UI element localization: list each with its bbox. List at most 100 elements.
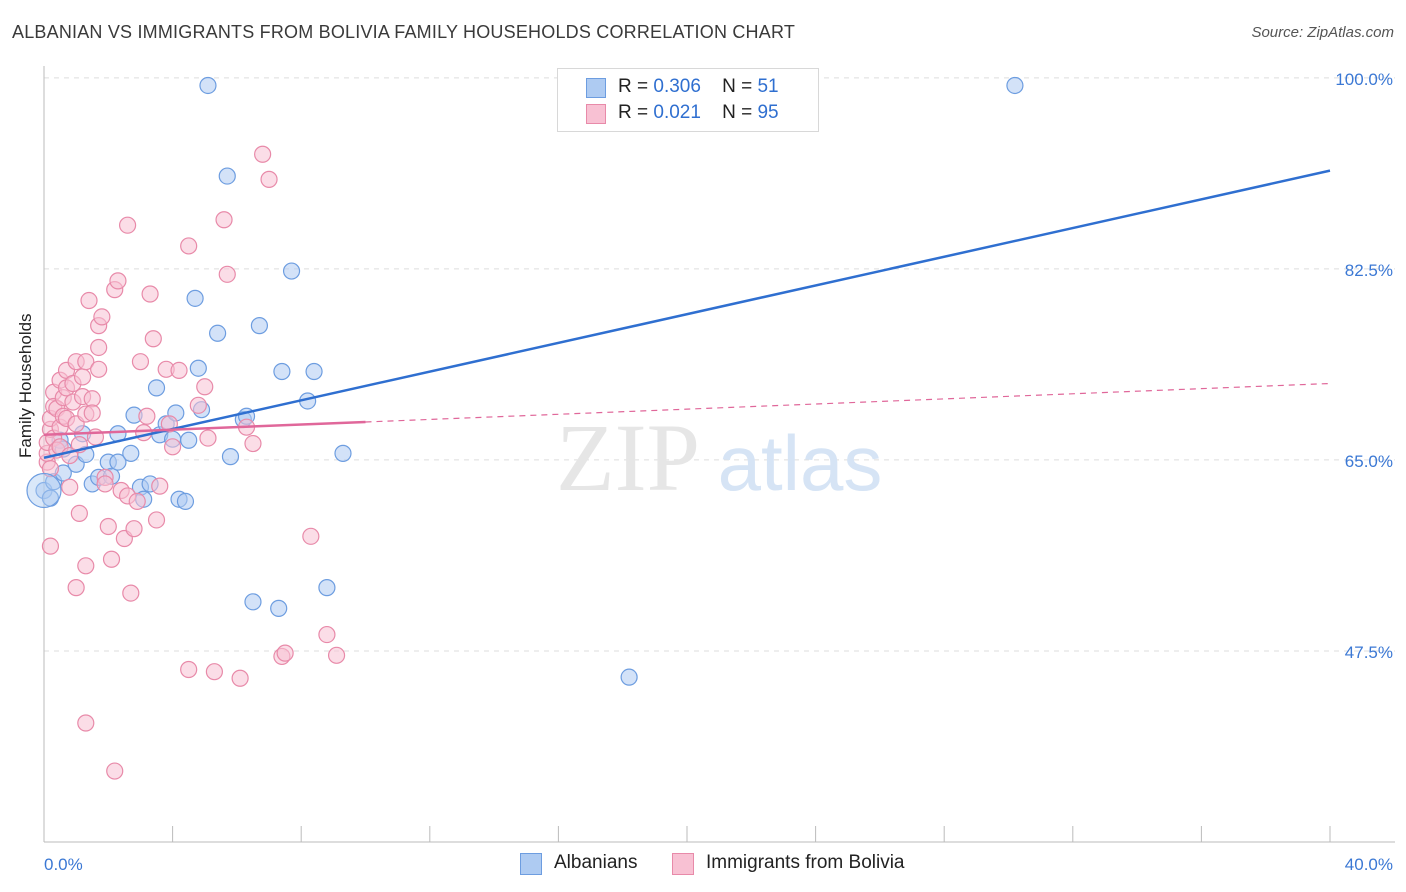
watermark-atlas: atlas [718,419,883,507]
series-legend: Albanians Immigrants from Bolivia [0,852,1406,876]
y-tick-label: 82.5% [1345,261,1393,280]
bolivia-point [231,669,249,687]
bolivia-point [106,762,124,780]
bolivia-point [302,527,320,545]
bolivia-point [260,170,278,188]
bolivia-point [180,660,198,679]
bolivia-point [151,477,169,495]
bolivia-point [254,145,272,163]
source-label: Source: ZipAtlas.com [1251,24,1394,41]
legend-item-label: Albanians [554,852,638,873]
bolivia-point [215,211,233,229]
bolivia-trend-line-dashed [365,382,1331,423]
albanian-point [1006,76,1024,95]
albanian-point [180,431,198,449]
bolivia-point [83,404,101,422]
bolivia-point [135,424,153,442]
albanian-point [218,167,236,185]
bolivia-point [138,407,156,425]
bolivia-point [205,663,223,681]
r-label: R = [618,102,649,123]
bolivia-point [128,492,146,510]
legend-row-text: R = 0.306 N = 51 [618,76,779,98]
albanian-point [147,379,166,397]
trend-lines [43,169,1331,459]
x-tick-label: 0.0% [44,855,83,874]
n-label: N = [722,76,753,97]
albanian-point [176,492,195,510]
bolivia-point [164,438,182,456]
bolivia-point [125,520,143,538]
bolivia-point [73,368,92,386]
r-value: 0.306 [653,76,701,97]
bolivia-point [77,557,95,575]
albanian-point [199,76,217,95]
r-value: 0.021 [653,102,701,123]
legend-item-label: Immigrants from Bolivia [706,852,905,873]
albanian-point [334,444,352,462]
albanian-point [209,324,227,342]
y-tick-label: 65.0% [1345,452,1393,471]
bolivia-point [99,517,117,536]
bolivia-point [67,579,85,597]
bolivia-point [96,475,114,493]
bolivia-point [196,378,214,396]
bolivia-point [147,511,166,529]
bolivia-point [327,646,346,664]
bolivia-point [180,237,198,255]
albanian-point [122,444,140,462]
bolivia-point [118,216,137,234]
n-value: 51 [757,76,779,97]
watermark-zip: ZIP [556,404,700,511]
legend-row-text: R = 0.021 N = 95 [618,102,779,124]
bolivia-point [131,353,150,371]
y-tick-label: 47.5% [1345,643,1393,662]
bolivia-point [70,504,88,523]
bolivia-point [77,353,95,371]
bolivia-point [189,396,207,414]
correlation-legend: R = 0.306 N = 51 R = 0.021 N = 95 [557,68,819,132]
albanian-point [318,579,336,597]
y-axis-title: Family Households [16,313,35,458]
bolivia-point [80,291,98,310]
bolivia-trend-line [43,420,366,437]
bolivia-point [93,308,111,326]
x-tick-label: 40.0% [1345,855,1393,874]
albanians-swatch [586,78,606,98]
bolivia-point [41,460,60,478]
albanian-point [620,668,638,686]
y-tick-label: 100.0% [1335,70,1393,89]
bolivia-swatch [586,104,606,124]
bolivia-point [199,429,217,447]
chart-title: ALBANIAN VS IMMIGRANTS FROM BOLIVIA FAMI… [12,22,796,42]
albanian-point [26,472,62,509]
bolivia-point [90,338,108,357]
albanian-point [305,362,323,381]
albanian-point [250,317,269,335]
bolivia-point [318,625,336,644]
data-points [26,76,1024,780]
n-label: N = [722,102,753,123]
bolivia-point [90,360,108,378]
bolivia-point [77,714,95,732]
bolivia-point [170,361,188,379]
bolivia-point [141,285,159,303]
bolivia-point [276,644,294,662]
bolivia-point [244,434,262,453]
grid [44,77,1395,652]
albanian-point [189,359,207,377]
r-label: R = [618,76,649,97]
albanian-trend-line [43,169,1331,459]
bolivia-point [102,550,121,568]
n-value: 95 [757,102,779,123]
albanian-point [109,453,127,471]
albanians-swatch [520,853,542,875]
albanian-point [244,593,262,611]
bolivia-point [218,265,236,283]
bolivia-point [144,330,162,348]
bolivia-point [61,478,79,496]
albanian-point [186,289,204,307]
albanian-point [282,262,301,280]
bolivia-point [41,537,60,555]
